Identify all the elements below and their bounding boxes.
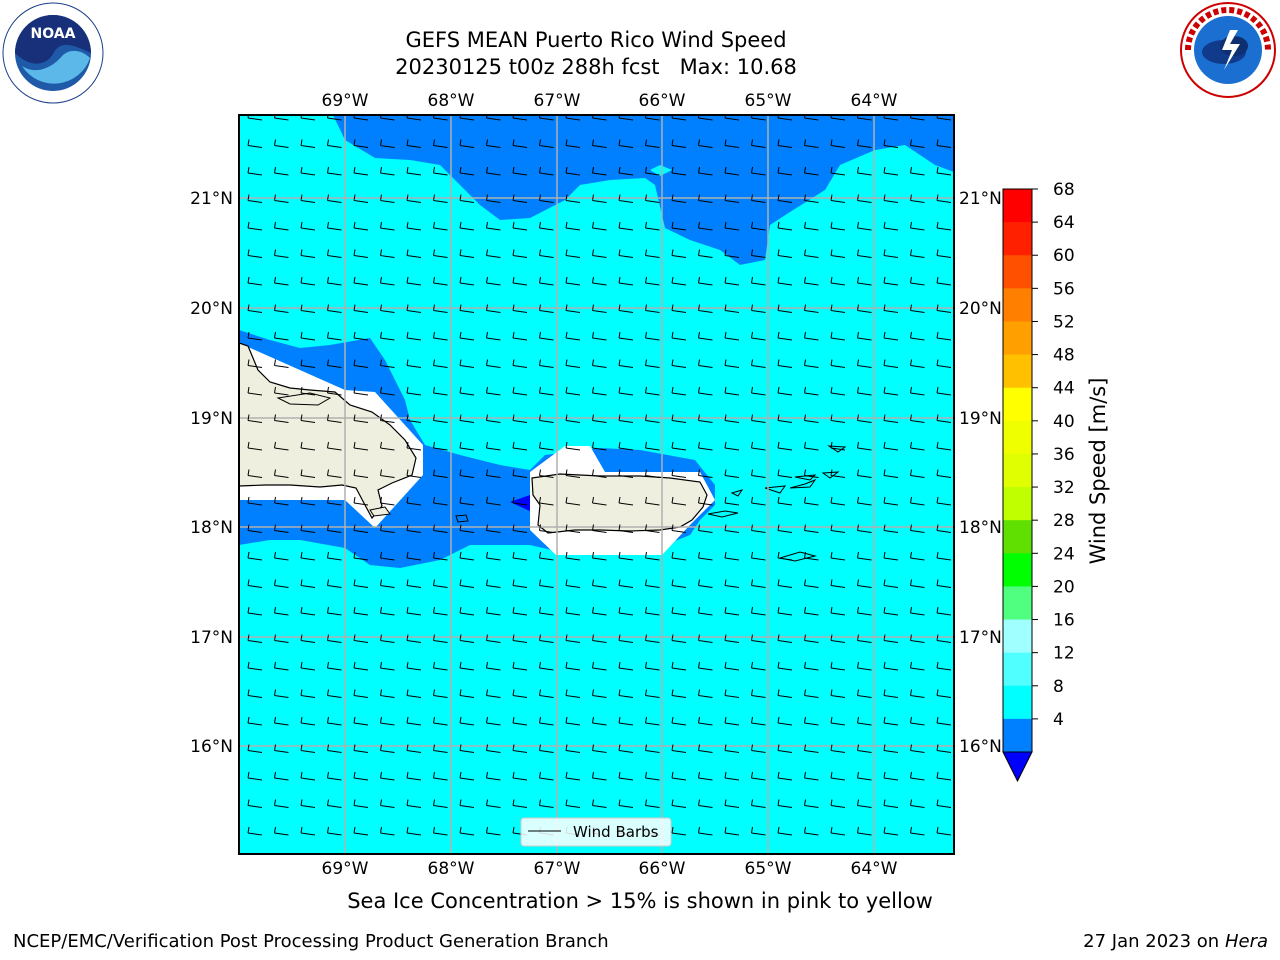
colorbar-segment bbox=[1003, 222, 1032, 256]
colorbar-segment bbox=[1003, 288, 1032, 322]
colorbar-segment bbox=[1003, 520, 1032, 554]
chart-subtitle: 20230125 t00z 288h fcst Max: 10.68 bbox=[395, 55, 797, 79]
colorbar-frame bbox=[1002, 188, 1033, 753]
sea-ice-caption: Sea Ice Concentration > 15% is shown in … bbox=[347, 889, 933, 913]
lon-label-bottom: 67°W bbox=[534, 859, 581, 879]
colorbar-tick-label: 28 bbox=[1053, 511, 1075, 531]
colorbar-tick-label: 56 bbox=[1053, 279, 1075, 299]
colorbar-tick-label: 68 bbox=[1053, 180, 1075, 200]
colorbar-tick-label: 4 bbox=[1053, 710, 1064, 730]
colorbar-label: Wind Speed [m/s] bbox=[1086, 378, 1110, 565]
lon-label-bottom: 64°W bbox=[851, 859, 898, 879]
colorbar-tick-label: 48 bbox=[1053, 346, 1075, 366]
colorbar: 68 64 60 56 52 48 44 40 36 32 28 24 20 16 12 8 4 bbox=[1002, 180, 1075, 783]
colorbar-segment bbox=[1003, 553, 1032, 587]
footer-branch: NCEP/EMC/Verification Post Processing Pr… bbox=[13, 931, 609, 952]
noaa-logo: NOAA bbox=[2, 2, 104, 104]
map-legend: Wind Barbs bbox=[520, 817, 672, 847]
lon-label-bottom: 69°W bbox=[322, 859, 369, 879]
colorbar-segment bbox=[1003, 354, 1032, 389]
colorbar-segment bbox=[1003, 255, 1032, 289]
lat-label-left: 21°N bbox=[190, 189, 233, 209]
colorbar-segment bbox=[1003, 189, 1032, 223]
wind-field-north-band bbox=[333, 115, 954, 265]
noaa-logo-text: NOAA bbox=[31, 26, 76, 42]
lon-label-top: 64°W bbox=[851, 91, 898, 111]
colorbar-segment bbox=[1003, 420, 1032, 455]
colorbar-tick-label: 52 bbox=[1053, 312, 1075, 332]
colorbar-segment bbox=[1003, 321, 1032, 356]
colorbar-segment bbox=[1003, 718, 1032, 753]
colorbar-segment bbox=[1003, 453, 1032, 488]
lat-label-right: 18°N bbox=[959, 518, 1002, 538]
colorbar-tick-label: 20 bbox=[1053, 577, 1075, 597]
colorbar-segment bbox=[1003, 387, 1032, 422]
lon-label-top: 66°W bbox=[639, 91, 686, 111]
colorbar-segment bbox=[1003, 685, 1032, 720]
colorbar-tick-label: 8 bbox=[1053, 677, 1064, 697]
lat-label-right: 21°N bbox=[959, 189, 1002, 209]
lat-label-left: 17°N bbox=[190, 628, 233, 648]
lat-label-left: 19°N bbox=[190, 409, 233, 429]
graticule bbox=[239, 115, 954, 854]
colorbar-extend-triangle bbox=[1002, 751, 1033, 783]
chart-title: GEFS MEAN Puerto Rico Wind Speed bbox=[405, 28, 787, 52]
colorbar-segment bbox=[1003, 487, 1032, 521]
lat-label-right: 16°N bbox=[959, 737, 1002, 757]
lat-label-left: 20°N bbox=[190, 299, 233, 319]
lon-label-top: 69°W bbox=[322, 91, 369, 111]
wind-field-low-spot bbox=[510, 495, 532, 512]
lon-label-top: 65°W bbox=[745, 91, 792, 111]
colorbar-segment bbox=[1003, 586, 1032, 621]
colorbar-tick-label: 60 bbox=[1053, 246, 1075, 266]
colorbar-tick-label: 24 bbox=[1053, 544, 1075, 564]
colorbar-tick-label: 32 bbox=[1053, 478, 1075, 498]
lon-label-top: 68°W bbox=[428, 91, 475, 111]
footer-date-text: 27 Jan 2023 on bbox=[1083, 931, 1225, 952]
colorbar-tick-label: 64 bbox=[1053, 213, 1075, 233]
colorbar-tick-label: 12 bbox=[1053, 644, 1075, 664]
nws-logo bbox=[1180, 2, 1276, 98]
colorbar-tick-label: 16 bbox=[1053, 611, 1075, 631]
lon-label-top: 67°W bbox=[534, 91, 581, 111]
footer-date: 27 Jan 2023 on Hera bbox=[1083, 931, 1268, 952]
colorbar-tick-label: 40 bbox=[1053, 412, 1075, 432]
footer-host: Hera bbox=[1224, 931, 1268, 952]
lat-label-left: 16°N bbox=[190, 737, 233, 757]
lon-label-bottom: 68°W bbox=[428, 859, 475, 879]
colorbar-tick-label: 36 bbox=[1053, 445, 1075, 465]
colorbar-segment bbox=[1003, 652, 1032, 687]
lat-label-right: 17°N bbox=[959, 628, 1002, 648]
lat-label-left: 18°N bbox=[190, 518, 233, 538]
lon-label-bottom: 65°W bbox=[745, 859, 792, 879]
lat-label-right: 19°N bbox=[959, 409, 1002, 429]
lon-label-bottom: 66°W bbox=[639, 859, 686, 879]
legend-label: Wind Barbs bbox=[573, 823, 659, 841]
lat-label-right: 20°N bbox=[959, 299, 1002, 319]
colorbar-segment bbox=[1003, 619, 1032, 654]
map-frame bbox=[238, 114, 955, 855]
land-hispaniola bbox=[239, 342, 417, 520]
colorbar-tick-label: 44 bbox=[1053, 379, 1075, 399]
